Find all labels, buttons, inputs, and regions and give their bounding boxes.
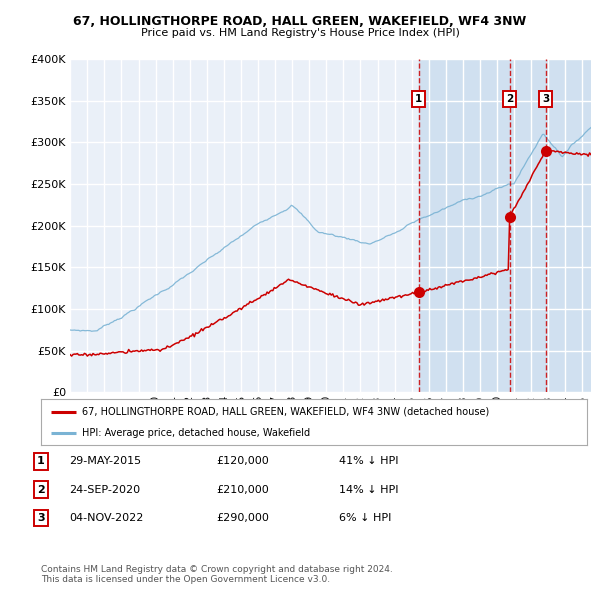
Text: 2: 2: [506, 94, 513, 104]
Text: 24-SEP-2020: 24-SEP-2020: [69, 485, 140, 494]
Text: 3: 3: [37, 513, 44, 523]
Text: Contains HM Land Registry data © Crown copyright and database right 2024.
This d: Contains HM Land Registry data © Crown c…: [41, 565, 392, 584]
Text: 2: 2: [37, 485, 44, 494]
Text: HPI: Average price, detached house, Wakefield: HPI: Average price, detached house, Wake…: [82, 428, 310, 438]
Text: 14% ↓ HPI: 14% ↓ HPI: [339, 485, 398, 494]
Bar: [419, 59, 591, 392]
Text: £120,000: £120,000: [216, 457, 269, 466]
Text: £290,000: £290,000: [216, 513, 269, 523]
Text: 1: 1: [415, 94, 422, 104]
Text: 1: 1: [37, 457, 44, 466]
Text: 6% ↓ HPI: 6% ↓ HPI: [339, 513, 391, 523]
Text: 67, HOLLINGTHORPE ROAD, HALL GREEN, WAKEFIELD, WF4 3NW: 67, HOLLINGTHORPE ROAD, HALL GREEN, WAKE…: [73, 15, 527, 28]
Text: 29-MAY-2015: 29-MAY-2015: [69, 457, 141, 466]
Text: 41% ↓ HPI: 41% ↓ HPI: [339, 457, 398, 466]
Text: 04-NOV-2022: 04-NOV-2022: [69, 513, 143, 523]
Text: 3: 3: [542, 94, 549, 104]
Text: Price paid vs. HM Land Registry's House Price Index (HPI): Price paid vs. HM Land Registry's House …: [140, 28, 460, 38]
Text: £210,000: £210,000: [216, 485, 269, 494]
Text: 67, HOLLINGTHORPE ROAD, HALL GREEN, WAKEFIELD, WF4 3NW (detached house): 67, HOLLINGTHORPE ROAD, HALL GREEN, WAKE…: [82, 407, 489, 417]
